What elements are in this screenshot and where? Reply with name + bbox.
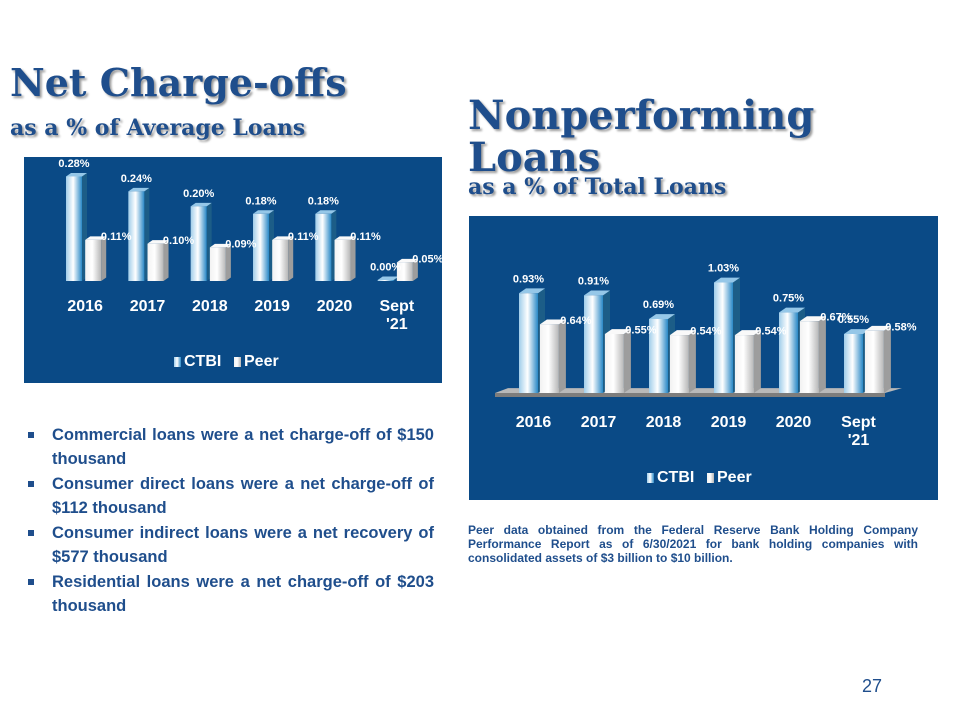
bar-peer — [272, 236, 294, 281]
nco-subtitle: as a % of Average Loans — [10, 115, 306, 141]
bar-ctbi — [377, 276, 399, 281]
x-tick-label: Sept '21 — [379, 298, 414, 333]
legend-entry: CTBI — [657, 469, 694, 486]
legend-entry: Peer — [717, 469, 752, 486]
bar-peer — [539, 319, 566, 393]
data-label: 0.18% — [308, 195, 339, 207]
data-label: 0.09% — [225, 239, 256, 251]
data-label: 0.00% — [370, 262, 401, 274]
bar-peer — [734, 330, 761, 393]
np-chart: 2016 2017 2018 2019 2020 Sept '21 0.93% 0.64% 0.9… — [495, 263, 917, 486]
nco-title: Net Charge-offs — [10, 60, 347, 105]
x-tick-label: 2016 — [67, 298, 103, 315]
nco-chart-panel: 2016 2017 2018 2019 2020 Sept '21 0.28% 0.11% 0.2… — [24, 157, 444, 383]
bullet-text: Residential loans were a net charge-off … — [52, 573, 434, 615]
bar-ctbi — [584, 290, 610, 393]
legend-swatch-ctbi — [647, 473, 654, 483]
square-bullet-icon — [28, 432, 34, 438]
x-tick-label: 2018 — [192, 298, 228, 315]
legend-entry: Peer — [244, 353, 279, 370]
square-bullet-icon — [28, 530, 34, 536]
np-title-line1: Nonperforming — [468, 92, 815, 139]
footnote: Peer data obtained from the Federal Rese… — [468, 523, 918, 565]
bullet-item: Residential loans were a net charge-off … — [26, 570, 434, 618]
data-label: 0.54% — [755, 326, 786, 338]
bar-peer — [147, 240, 169, 281]
bullet-text: Consumer indirect loans were a net recov… — [52, 524, 434, 566]
bar-peer — [604, 329, 631, 393]
data-label: 0.10% — [163, 235, 194, 247]
data-label: 0.28% — [58, 158, 89, 170]
x-tick-label: 2018 — [646, 414, 682, 431]
bar-peer — [669, 330, 696, 393]
data-label: 0.24% — [121, 173, 152, 185]
bar-ctbi — [844, 329, 870, 393]
data-label: 0.58% — [885, 321, 916, 333]
bullet-item: Consumer direct loans were a net charge-… — [26, 472, 434, 520]
data-label: 0.55% — [838, 314, 869, 326]
bullet-list: Commercial loans were a net charge-off o… — [26, 423, 434, 619]
data-label: 0.11% — [101, 231, 132, 243]
data-label: 0.55% — [625, 325, 656, 337]
data-label: 0.05% — [412, 254, 442, 266]
page-number: 27 — [862, 676, 883, 696]
data-label: 0.64% — [560, 315, 591, 327]
data-label: 0.69% — [643, 299, 674, 311]
bar-peer — [85, 236, 107, 281]
bar-peer — [334, 236, 356, 281]
data-label: 1.03% — [708, 263, 739, 275]
bullet-text: Commercial loans were a net charge-off o… — [52, 426, 434, 468]
np-title-line2: Loans — [468, 134, 601, 181]
bar-peer — [396, 258, 418, 281]
bullet-item: Commercial loans were a net charge-off o… — [26, 423, 434, 471]
square-bullet-icon — [28, 579, 34, 585]
bar-ctbi — [315, 210, 337, 281]
data-label: 0.18% — [245, 195, 276, 207]
bar-peer — [864, 325, 891, 393]
legend-swatch-peer — [234, 357, 241, 367]
data-label: 0.54% — [690, 326, 721, 338]
x-tick-label: 2019 — [711, 414, 747, 431]
data-label: 0.11% — [288, 231, 319, 243]
nco-chart: 2016 2017 2018 2019 2020 Sept '21 0.28% 0.11% 0.2… — [58, 158, 443, 370]
bar-peer — [209, 243, 231, 281]
data-label: 0.11% — [350, 231, 381, 243]
legend-swatch-peer — [707, 473, 714, 483]
legend-swatch-ctbi — [174, 357, 181, 367]
data-label: 0.91% — [578, 275, 609, 287]
x-tick-label: 2017 — [130, 298, 166, 315]
x-tick-label: 2017 — [581, 414, 617, 431]
bar-ctbi — [66, 172, 87, 281]
square-bullet-icon — [28, 481, 34, 487]
x-tick-label: 2020 — [317, 298, 353, 315]
np-subtitle: as a % of Total Loans — [468, 174, 727, 200]
x-tick-label: 2019 — [254, 298, 290, 315]
bullet-text: Consumer direct loans were a net charge-… — [52, 475, 434, 517]
x-tick-label: 2016 — [516, 414, 552, 431]
bullet-item: Consumer indirect loans were a net recov… — [26, 521, 434, 569]
data-label: 0.75% — [773, 293, 804, 305]
legend: CTBI Peer — [174, 353, 279, 370]
data-label: 0.20% — [183, 188, 214, 200]
bar-peer — [799, 316, 826, 393]
data-label: 0.67% — [820, 312, 851, 324]
np-chart-panel: 2016 2017 2018 2019 2020 Sept '21 0.93% 0.64% 0.9… — [469, 216, 938, 500]
legend-entry: CTBI — [184, 353, 221, 370]
data-label: 0.93% — [513, 273, 544, 285]
x-tick-label: 2020 — [776, 414, 812, 431]
chart-floor-edge — [495, 393, 885, 397]
x-tick-label: Sept '21 — [841, 414, 876, 449]
legend: CTBI Peer — [647, 469, 752, 486]
